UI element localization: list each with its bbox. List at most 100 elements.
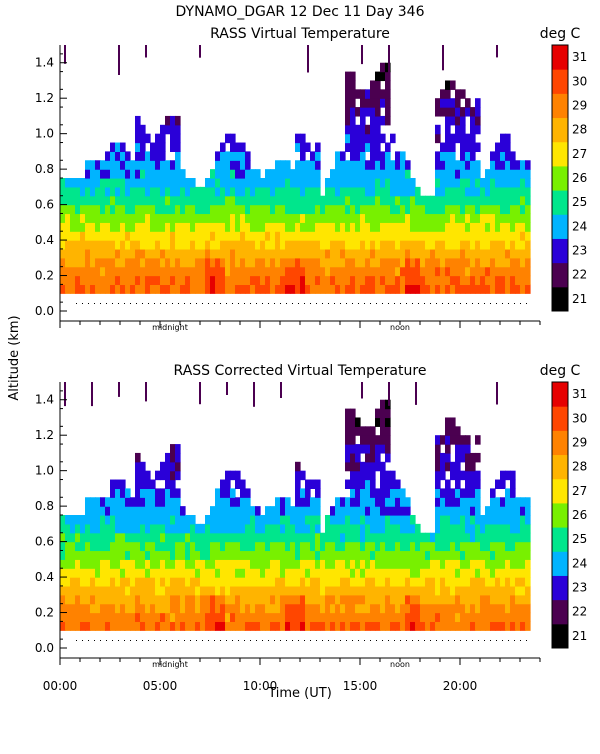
heatmap-cell <box>285 284 291 294</box>
heatmap-cell <box>95 248 101 259</box>
noise-floor-dot <box>298 303 299 304</box>
heatmap-cell <box>510 532 516 543</box>
heatmap-cell <box>495 266 501 277</box>
heatmap-cell <box>405 240 411 250</box>
heatmap-cell <box>280 532 286 543</box>
heatmap-cell <box>330 195 336 206</box>
heatmap-cell <box>505 577 511 587</box>
heatmap-cell <box>90 532 96 543</box>
heatmap-cell <box>370 426 376 436</box>
noise-floor-dot <box>358 303 359 304</box>
heatmap-cell <box>325 275 331 285</box>
heatmap-cell <box>250 195 256 206</box>
heatmap-cell <box>85 506 91 516</box>
heatmap-cell <box>275 284 281 294</box>
noise-floor-dot <box>460 303 461 304</box>
heatmap-cell <box>420 568 426 578</box>
heatmap-cell <box>240 621 246 631</box>
heatmap-cell <box>350 523 356 534</box>
heatmap-cell <box>325 603 331 614</box>
heatmap-cell <box>260 240 266 250</box>
heatmap-cell <box>405 257 411 268</box>
heatmap-cell <box>490 497 496 507</box>
heatmap-cell <box>115 178 121 188</box>
heatmap-cell <box>470 532 476 543</box>
noise-floor-dot <box>82 303 83 304</box>
heatmap-cell <box>195 585 201 596</box>
heatmap-cell <box>120 497 126 507</box>
heatmap-cell <box>310 541 316 552</box>
heatmap-cell <box>345 444 351 454</box>
heatmap-cell <box>150 541 156 552</box>
colorbar-swatch <box>552 454 568 480</box>
heatmap-cell <box>170 178 176 188</box>
heatmap-cell <box>520 515 526 525</box>
heatmap-cell <box>130 603 136 614</box>
heatmap-cell <box>480 603 486 614</box>
heatmap-cell <box>245 240 251 250</box>
heatmap-cell <box>330 178 336 188</box>
heatmap-cell <box>500 195 506 206</box>
heatmap-cell <box>255 523 261 534</box>
heatmap-cell <box>170 142 176 152</box>
heatmap-cell <box>470 621 476 631</box>
colorbar-swatch <box>552 599 568 625</box>
heatmap-cell <box>175 603 181 614</box>
heatmap-cell <box>455 577 461 587</box>
heatmap-cell <box>245 186 251 197</box>
heatmap-cell <box>260 621 266 631</box>
heatmap-cell <box>90 603 96 614</box>
heatmap-cell <box>305 186 311 197</box>
heatmap-cell <box>160 213 166 223</box>
heatmap-cell <box>430 204 436 215</box>
colorbar-swatch <box>552 93 568 119</box>
heatmap-cell <box>240 275 246 285</box>
heatmap-cell <box>410 585 416 596</box>
heatmap-cell <box>435 550 441 560</box>
heatmap-cell <box>105 594 111 605</box>
heatmap-cell <box>145 594 151 605</box>
heatmap-cell <box>525 550 531 560</box>
heatmap-cell <box>175 142 181 152</box>
heatmap-cell <box>240 568 246 578</box>
heatmap-cell <box>190 248 196 259</box>
heatmap-cell <box>120 266 126 277</box>
heatmap-cell <box>130 568 136 578</box>
y-tick-label: 1.4 <box>35 56 54 70</box>
heatmap-cell <box>345 98 351 108</box>
heatmap-cell <box>455 284 461 294</box>
heatmap-cell <box>60 178 66 188</box>
noise-floor-dot <box>334 303 335 304</box>
heatmap-cell <box>495 479 501 489</box>
heatmap-cell <box>440 186 446 197</box>
heatmap-cell <box>510 488 516 498</box>
noise-floor-dot <box>340 640 341 641</box>
heatmap-cell <box>465 497 471 507</box>
heatmap-cell <box>270 195 276 206</box>
heatmap-cell <box>500 240 506 250</box>
heatmap-cell <box>525 532 531 543</box>
noise-floor-dot <box>382 640 383 641</box>
heatmap-cell <box>290 231 296 241</box>
noise-floor-dot <box>148 640 149 641</box>
heatmap-cell <box>150 506 156 516</box>
heatmap-cell <box>460 506 466 516</box>
heatmap-cell <box>495 142 501 152</box>
heatmap-cell <box>170 213 176 223</box>
heatmap-cell <box>75 275 81 285</box>
noise-floor-dot <box>310 640 311 641</box>
heatmap-cell <box>435 160 441 170</box>
heatmap-cell <box>460 115 466 126</box>
heatmap-cell <box>365 178 371 188</box>
heatmap-cell <box>500 541 506 552</box>
heatmap-cell <box>90 213 96 223</box>
heatmap-cell <box>110 160 116 170</box>
heatmap-cell <box>80 523 86 534</box>
heatmap-cell <box>375 186 381 197</box>
heatmap-cell <box>495 248 501 259</box>
heatmap-cell <box>375 550 381 560</box>
heatmap-cell <box>235 523 241 534</box>
heatmap-cell <box>70 195 76 206</box>
heatmap-cell <box>420 222 426 232</box>
heatmap-cell <box>140 523 146 534</box>
